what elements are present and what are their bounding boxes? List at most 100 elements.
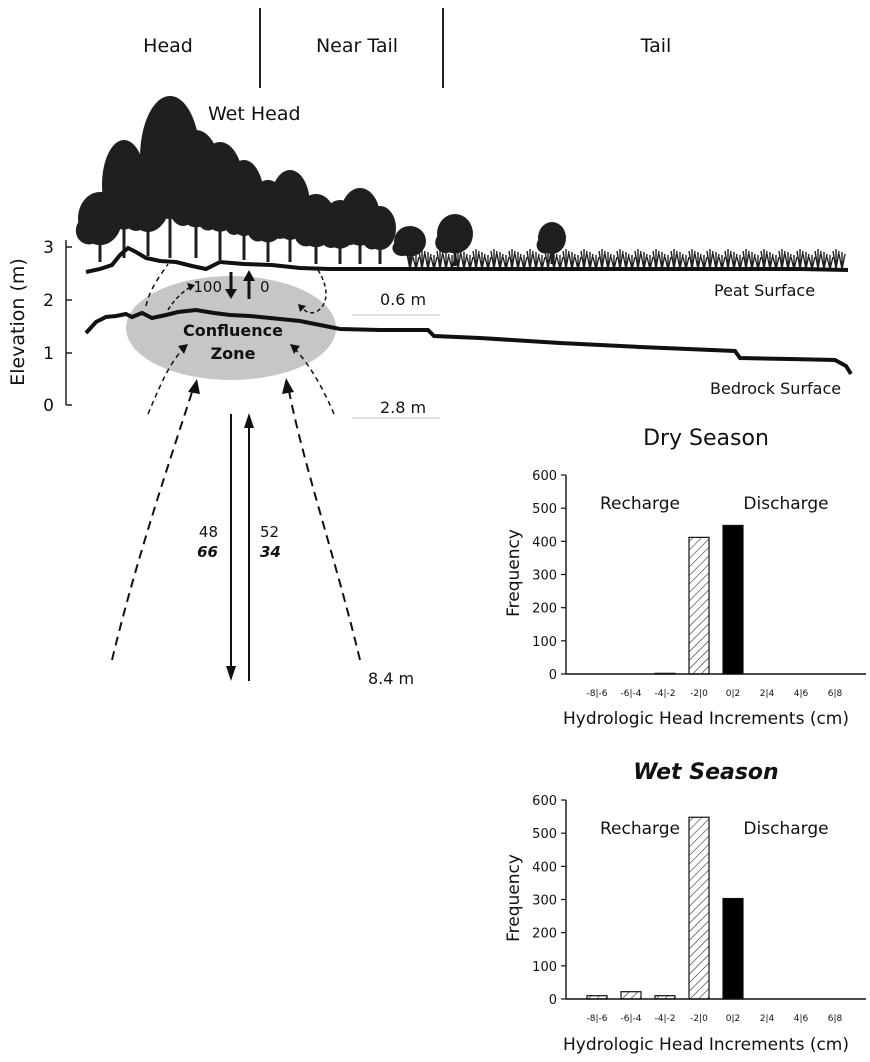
shrub <box>508 249 516 270</box>
bar--4|-2 <box>654 672 676 675</box>
elevation-axis: Elevation (m) 0 1 2 3 <box>7 238 72 416</box>
depth-label-2-8: 2.8 m <box>380 398 426 417</box>
y-tick-label: 500 <box>532 827 557 842</box>
y-axis-label: Frequency <box>504 529 524 617</box>
x-tick-label: 6|8 <box>828 689 843 699</box>
shrub <box>646 255 654 270</box>
zone-label-head: Head <box>143 35 193 57</box>
shrub <box>826 255 834 270</box>
shrub <box>706 249 714 270</box>
shrub <box>472 249 480 270</box>
bedrock-surface-line <box>84 307 853 376</box>
region-label-recharge: Recharge <box>600 819 680 839</box>
tree-crown <box>167 174 199 226</box>
peat-surface-label: Peat Surface <box>714 281 815 300</box>
shrub <box>718 255 726 270</box>
y-tick-label: 200 <box>532 602 557 617</box>
x-tick-label: 2|4 <box>760 1014 775 1024</box>
shallow-flowpath-right <box>298 269 327 314</box>
shrub <box>418 249 426 270</box>
shrub <box>820 252 828 270</box>
shrub <box>532 252 540 270</box>
peat-surface-line <box>85 245 849 274</box>
y-tick-label: 300 <box>532 569 557 584</box>
tree-crown <box>268 202 292 240</box>
shrub <box>754 255 762 270</box>
bar--2|0 <box>688 816 710 1000</box>
shrub <box>544 249 552 270</box>
shrub <box>574 255 582 270</box>
shrub <box>658 252 666 270</box>
x-axis-label: Hydrologic Head Increments (cm) <box>563 709 849 729</box>
zone-label-near-tail: Near Tail <box>316 35 398 57</box>
confluence-zone-label-line1: Confluence <box>183 321 283 340</box>
y-tick-label: 0 <box>549 993 557 1008</box>
shrub <box>778 249 786 270</box>
shrub <box>454 249 462 270</box>
shrub <box>712 252 720 270</box>
shrub <box>688 249 696 270</box>
shrub <box>412 255 420 270</box>
tree-crown <box>193 183 223 231</box>
shrub <box>526 249 534 270</box>
deep-up-value-wet: 34 <box>260 543 281 561</box>
shallow-up-arrow <box>243 270 255 299</box>
shrub <box>484 255 492 270</box>
shrub <box>748 252 756 270</box>
y-tick-label: 400 <box>532 535 557 550</box>
shrub <box>682 255 690 270</box>
shrub <box>694 252 702 270</box>
x-tick-label: -2|0 <box>690 689 708 699</box>
bar--6|-4 <box>620 991 642 1000</box>
x-axis-label: Hydrologic Head Increments (cm) <box>563 1035 849 1055</box>
vegetation-silhouette <box>75 96 846 270</box>
tree-crown <box>392 240 412 256</box>
elevation-tick-0: 0 <box>43 396 54 416</box>
shrub <box>664 255 672 270</box>
x-tick-label: 2|4 <box>760 689 775 699</box>
x-tick-label: 0|2 <box>726 689 740 699</box>
shrub <box>766 252 774 270</box>
regional-flowpath-left <box>111 379 200 661</box>
shrub <box>478 252 486 270</box>
tree-crown <box>99 181 127 229</box>
shrub <box>424 252 432 270</box>
histogram-0: Dry Season 0 100 200 300 400 500 600 Frequency Re… <box>504 426 866 729</box>
shrub <box>622 252 630 270</box>
elevation-axis-title: Elevation (m) <box>7 258 29 386</box>
deep-up-arrow <box>244 413 254 681</box>
shrub <box>724 249 732 270</box>
shrub <box>406 252 414 270</box>
shallow-flowpath-left <box>145 263 195 311</box>
tree-crown <box>294 218 318 247</box>
shrub <box>442 252 450 270</box>
chart-title: Wet Season <box>633 760 778 785</box>
regional-flowpath-right <box>282 378 361 661</box>
shrub <box>640 252 648 270</box>
shrub <box>652 249 660 270</box>
lateral-flowpath-right <box>290 344 335 415</box>
shrub <box>700 255 708 270</box>
histograms: Dry Season 0 100 200 300 400 500 600 Frequency Re… <box>504 426 866 1055</box>
depth-label-0-6: 0.6 m <box>380 290 426 309</box>
shrub <box>784 252 792 270</box>
shrub <box>838 252 846 270</box>
bar-0|2 <box>722 897 744 1000</box>
y-tick-label: 0 <box>549 668 557 683</box>
deep-down-value-dry: 48 <box>199 523 218 541</box>
shrub <box>460 252 468 270</box>
tree-crown <box>362 226 382 250</box>
tree-crown <box>75 216 103 245</box>
shrub <box>742 249 750 270</box>
tree-crown <box>246 208 270 242</box>
shrub <box>730 252 738 270</box>
elevation-tick-2: 2 <box>43 291 54 311</box>
shrub <box>808 255 816 270</box>
bedrock-surface-label: Bedrock Surface <box>710 379 841 398</box>
shrub <box>550 252 558 270</box>
bar--4|-2 <box>654 995 676 1000</box>
shrub <box>430 255 438 270</box>
x-tick-label: -4|-2 <box>655 689 676 699</box>
y-tick-label: 600 <box>532 469 557 484</box>
